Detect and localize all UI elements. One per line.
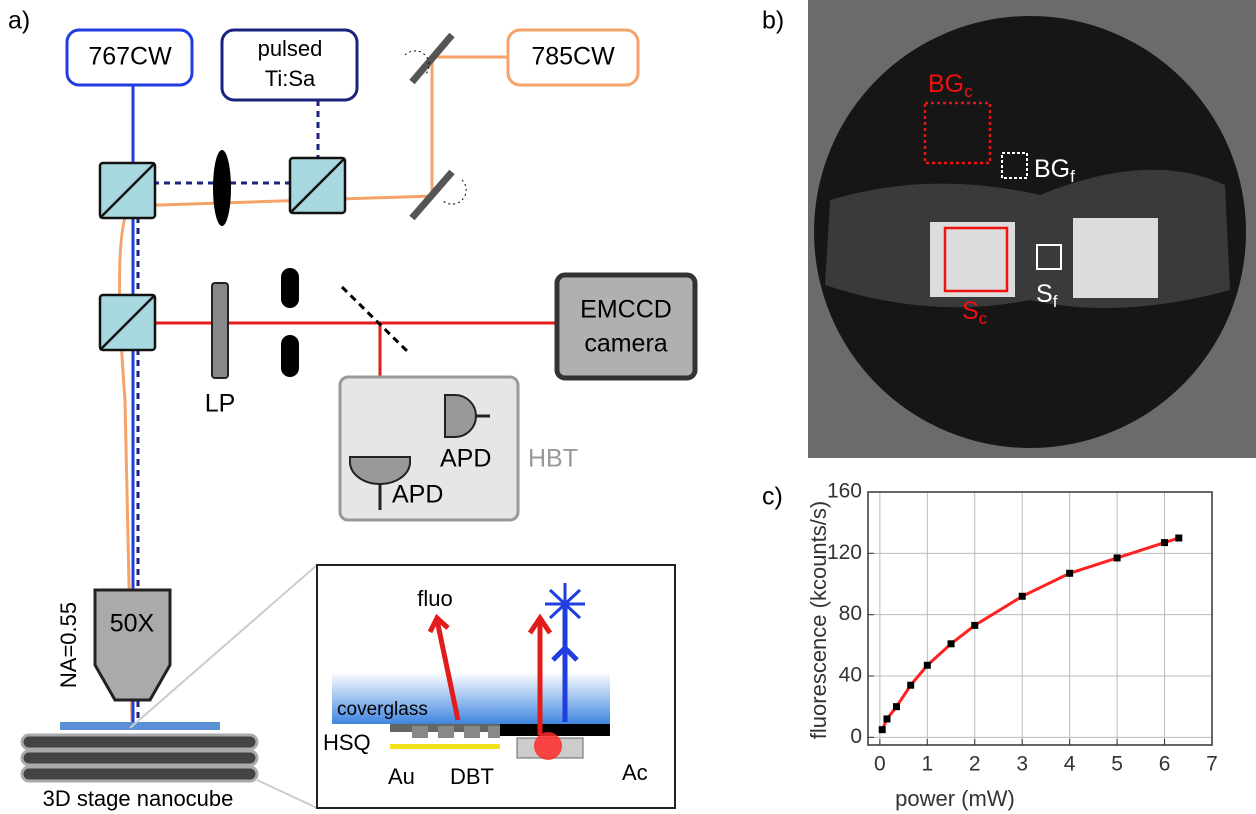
laser-label: 767CW [88, 43, 172, 71]
panel-label: c) [762, 483, 783, 511]
stage-label: 3D stage nanocube [43, 786, 234, 811]
x-tick-label: 4 [1064, 753, 1076, 776]
x-tick-label: 7 [1206, 753, 1218, 776]
figure: a) b) c) 767CW pulsed Ti:Sa 785CW [0, 0, 1256, 814]
x-tick-label: 0 [874, 753, 886, 776]
x-tick-label: 6 [1159, 753, 1171, 776]
y-axis-label: fluorescence (kcounts/s) [806, 501, 831, 739]
roi-sub: f [1053, 292, 1058, 311]
point [948, 640, 955, 647]
filter [212, 283, 228, 378]
objective [95, 590, 170, 700]
roi-main: S [1036, 280, 1053, 308]
camera-box [557, 275, 695, 378]
star [545, 583, 585, 625]
filter-label: LP [205, 390, 236, 418]
stage [22, 735, 257, 781]
point [1114, 554, 1121, 561]
fit-line [882, 538, 1179, 730]
sample [60, 722, 220, 730]
pinhole [281, 268, 299, 308]
y-tick-label: 160 [827, 480, 862, 503]
x-tick-label: 2 [969, 753, 981, 776]
roi-main: S [962, 297, 979, 325]
roi-sub: c [979, 309, 988, 328]
y-tick-label: 120 [827, 541, 862, 564]
roi-sub: f [1070, 167, 1075, 186]
setup-diagram: 767CW pulsed Ti:Sa 785CW LP EMCCD camera [22, 30, 695, 811]
camera-label: EMCCD [580, 296, 672, 324]
na-label: NA=0.55 [56, 602, 81, 688]
apd-label: APD [392, 481, 443, 509]
laser-label: 785CW [531, 43, 615, 71]
inset-label: coverglass [337, 699, 428, 720]
panel-label: b) [762, 7, 784, 35]
apd-label: APD [440, 445, 491, 473]
pinhole [281, 335, 299, 377]
x-tick-label: 3 [1016, 753, 1028, 776]
roi-sub: c [964, 82, 973, 101]
plot-frame [868, 492, 1212, 745]
x-tick-label: 1 [921, 753, 933, 776]
molecule [534, 732, 562, 760]
point [893, 703, 900, 710]
apd [445, 395, 476, 437]
panel-label: a) [8, 7, 30, 35]
point [1161, 539, 1168, 546]
camera-image: BGc BGf Sc Sf [808, 0, 1256, 458]
point [907, 682, 914, 689]
chart: power (mW) fluorescence (kcounts/s) 0 1 2 3… [806, 480, 1218, 811]
roi-main: BG [1034, 155, 1070, 183]
point [1175, 535, 1182, 542]
point [924, 662, 931, 669]
point [879, 726, 886, 733]
x-tick-label: 5 [1111, 753, 1123, 776]
roi-label: BGf [1034, 155, 1075, 187]
inset-label: DBT [450, 764, 494, 789]
point [883, 715, 890, 722]
hbt-label: HBT [528, 445, 578, 473]
point [971, 622, 978, 629]
inset-label: HSQ [323, 730, 371, 755]
point [1066, 570, 1073, 577]
inset-label: Au [388, 764, 415, 789]
y-tick-label: 40 [839, 664, 862, 687]
inset-label: Ac [622, 760, 648, 785]
objective-label: 50X [110, 610, 155, 638]
gold [390, 744, 500, 749]
lens [213, 150, 231, 226]
y-tick-label: 0 [850, 725, 862, 748]
laser-label: pulsed [258, 36, 323, 61]
laser-label: Ti:Sa [265, 66, 316, 91]
dichroic [342, 287, 408, 352]
camera-label: camera [584, 330, 667, 358]
inset-label: fluo [417, 586, 452, 611]
y-tick-label: 80 [839, 602, 862, 625]
roi-main: BG [928, 70, 964, 98]
point [1019, 593, 1026, 600]
x-axis-label: power (mW) [895, 786, 1015, 811]
